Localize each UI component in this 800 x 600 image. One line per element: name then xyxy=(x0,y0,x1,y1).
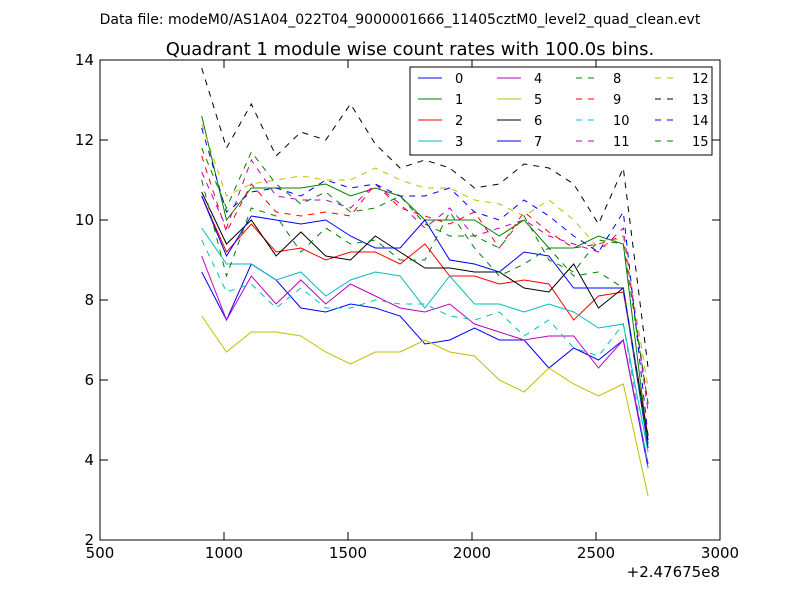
series-line-0 xyxy=(201,263,649,469)
series-line-2 xyxy=(201,195,649,437)
legend-box xyxy=(409,66,713,156)
x-tick-label: 3000 xyxy=(701,544,739,562)
x-tick-label: 2000 xyxy=(453,544,491,562)
y-tick-label: 10 xyxy=(75,211,94,229)
series-line-4 xyxy=(201,255,649,465)
x-tick-label: 500 xyxy=(86,544,115,562)
chart-title: Quadrant 1 module wise count rates with … xyxy=(166,39,655,60)
series-lines xyxy=(201,67,649,497)
legend-label-8: 8 xyxy=(613,72,621,87)
legend-label-10: 10 xyxy=(613,114,630,129)
series-line-1 xyxy=(201,115,649,445)
series-line-7 xyxy=(201,195,649,449)
y-tick-label: 12 xyxy=(75,131,94,149)
legend-label-6: 6 xyxy=(534,114,542,129)
series-line-8 xyxy=(201,179,649,445)
y-tick-label: 8 xyxy=(84,291,94,309)
legend-label-3: 3 xyxy=(455,135,463,150)
y-tick-label: 4 xyxy=(84,451,94,469)
legend-label-1: 1 xyxy=(455,93,463,108)
legend-label-2: 2 xyxy=(455,114,463,129)
series-line-10 xyxy=(201,239,649,469)
legend-label-9: 9 xyxy=(613,93,621,108)
legend-label-4: 4 xyxy=(534,72,542,87)
series-line-6 xyxy=(201,191,649,441)
legend-label-5: 5 xyxy=(534,93,542,108)
legend-label-7: 7 xyxy=(534,135,542,150)
legend-label-11: 11 xyxy=(613,135,630,150)
legend-label-13: 13 xyxy=(692,93,709,108)
y-tick-label: 14 xyxy=(75,51,94,69)
x-tick-label: 1000 xyxy=(205,544,243,562)
y-tick-label: 6 xyxy=(84,371,94,389)
series-line-3 xyxy=(201,227,649,453)
series-line-9 xyxy=(201,155,649,405)
y-tick-label: 2 xyxy=(84,531,94,549)
series-line-15 xyxy=(201,147,649,405)
legend-label-0: 0 xyxy=(455,72,463,87)
x-axis-offset-label: +2.47675e8 xyxy=(627,563,720,581)
legend-label-14: 14 xyxy=(692,114,709,129)
series-line-14 xyxy=(201,127,649,437)
legend-label-15: 15 xyxy=(692,135,709,150)
series-line-12 xyxy=(201,123,649,389)
legend-label-12: 12 xyxy=(692,72,709,87)
series-line-11 xyxy=(201,158,649,413)
data-file-header: Data file: modeM0/AS1A04_022T04_90000016… xyxy=(100,12,701,28)
x-tick-label: 2500 xyxy=(577,544,615,562)
x-tick-label: 1500 xyxy=(329,544,367,562)
series-line-5 xyxy=(201,315,649,497)
